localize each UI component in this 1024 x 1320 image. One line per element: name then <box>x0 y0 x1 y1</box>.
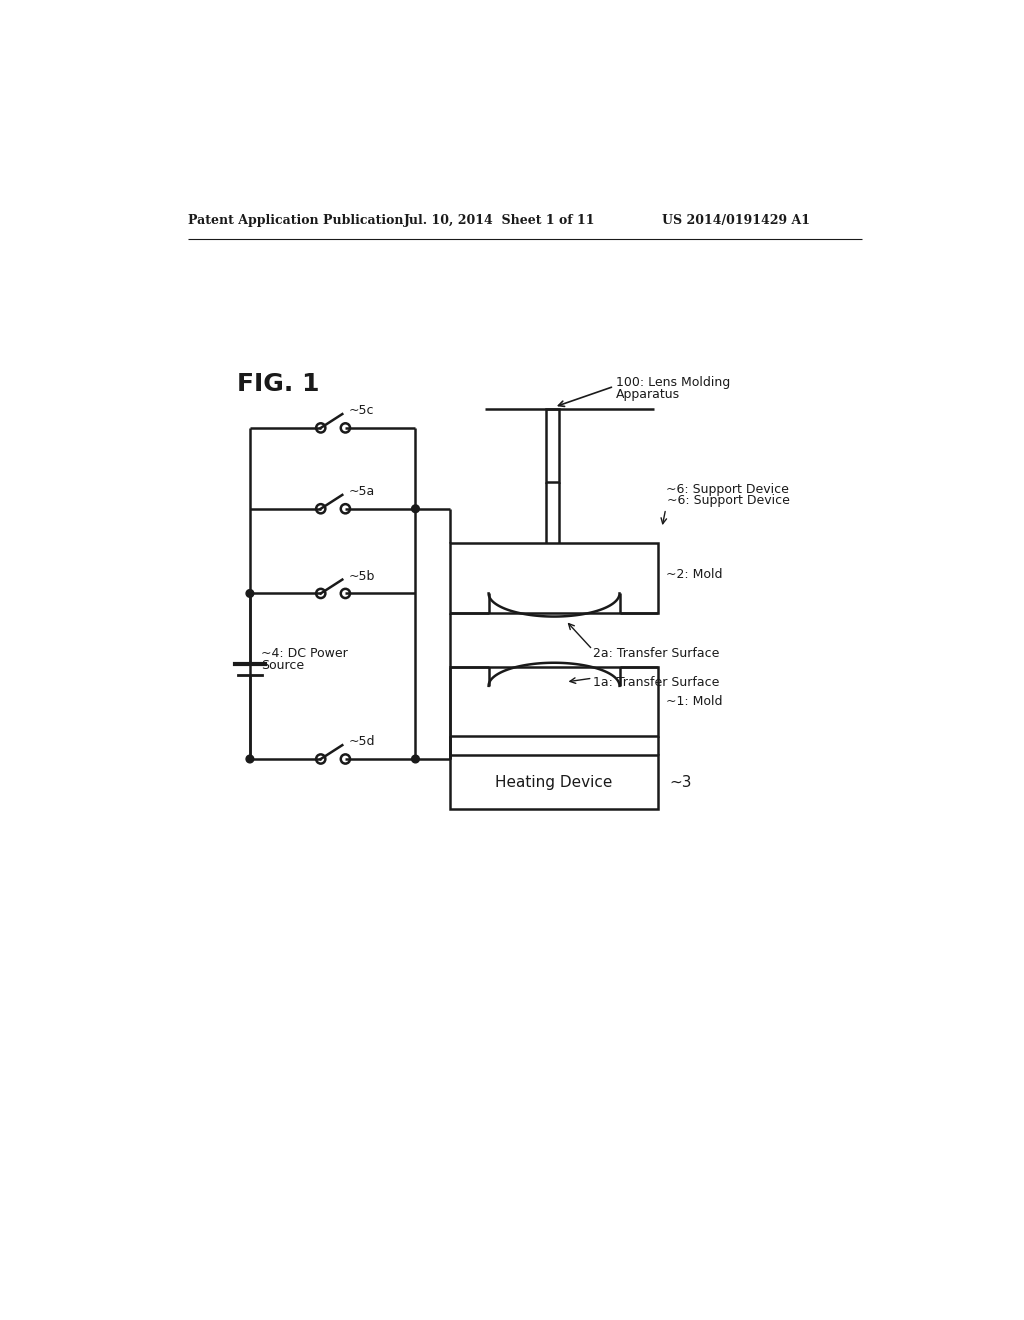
Bar <box>451 544 658 612</box>
Text: Heating Device: Heating Device <box>496 775 612 789</box>
Text: ~6: Support Device: ~6: Support Device <box>668 494 791 507</box>
Text: FIG. 1: FIG. 1 <box>237 372 319 396</box>
Bar <box>451 667 658 737</box>
Text: ~4: DC Power: ~4: DC Power <box>261 647 347 660</box>
Text: Source: Source <box>261 659 304 672</box>
Text: ~5d: ~5d <box>348 735 375 748</box>
Circle shape <box>412 504 419 512</box>
Circle shape <box>341 504 350 513</box>
Text: 2a: Transfer Surface: 2a: Transfer Surface <box>593 647 719 660</box>
Bar <box>451 755 658 809</box>
Text: Apparatus: Apparatus <box>615 388 680 401</box>
Text: ~6: Support Device: ~6: Support Device <box>667 483 790 496</box>
Text: ~2: Mold: ~2: Mold <box>667 568 723 581</box>
Circle shape <box>412 755 419 763</box>
Text: ~5c: ~5c <box>348 404 374 417</box>
Text: ~3: ~3 <box>670 775 692 789</box>
Circle shape <box>341 424 350 433</box>
Text: Jul. 10, 2014  Sheet 1 of 11: Jul. 10, 2014 Sheet 1 of 11 <box>403 214 595 227</box>
Circle shape <box>246 755 254 763</box>
Circle shape <box>316 589 326 598</box>
Text: Patent Application Publication: Patent Application Publication <box>188 214 403 227</box>
Bar <box>546 409 559 482</box>
Circle shape <box>341 589 350 598</box>
Text: ~1: Mold: ~1: Mold <box>667 694 723 708</box>
Circle shape <box>316 755 326 763</box>
Text: 100: Lens Molding: 100: Lens Molding <box>615 376 730 389</box>
Circle shape <box>341 755 350 763</box>
Circle shape <box>246 590 254 597</box>
Text: US 2014/0191429 A1: US 2014/0191429 A1 <box>662 214 810 227</box>
Text: 1a: Transfer Surface: 1a: Transfer Surface <box>593 676 719 689</box>
Circle shape <box>316 424 326 433</box>
Text: ~5a: ~5a <box>348 484 375 498</box>
Text: ~5b: ~5b <box>348 570 375 582</box>
Circle shape <box>316 504 326 513</box>
